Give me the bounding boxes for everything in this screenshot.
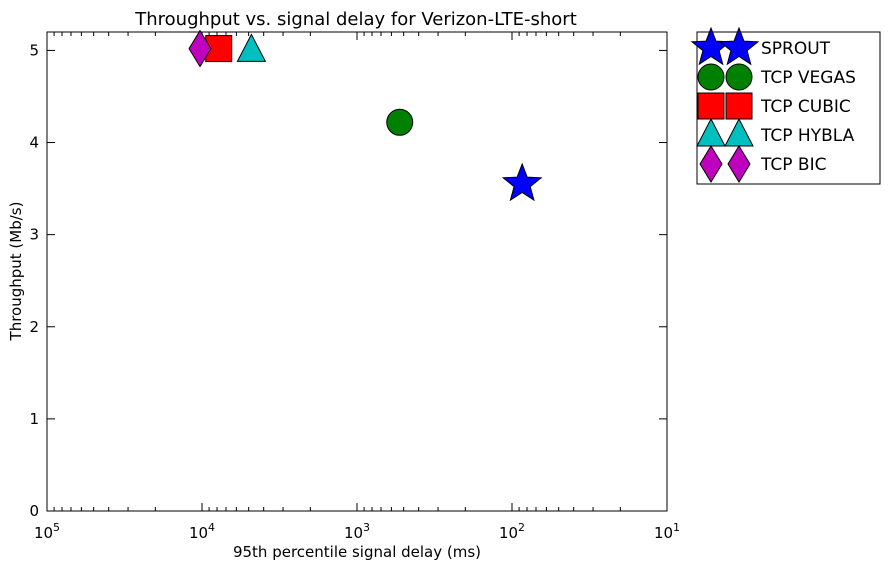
legend-label: TCP CUBIC bbox=[760, 97, 851, 117]
minor-ticks bbox=[53, 32, 621, 511]
y-tick-label: 1 bbox=[29, 410, 39, 428]
marker-star bbox=[501, 162, 543, 202]
x-tick-label: 104 bbox=[189, 521, 215, 542]
x-tick-label: 101 bbox=[654, 521, 680, 542]
x-tick-label: 102 bbox=[499, 521, 525, 542]
legend-marker-diamond bbox=[727, 145, 751, 183]
y-tick-label: 2 bbox=[29, 318, 39, 336]
x-tick-label: 103 bbox=[344, 521, 370, 542]
y-tick-label: 4 bbox=[29, 134, 39, 152]
legend-marker-diamond bbox=[699, 145, 723, 183]
plot-area bbox=[46, 31, 668, 512]
data-markers bbox=[188, 29, 543, 202]
y-tick-label: 3 bbox=[29, 226, 39, 244]
x-tick-label: 105 bbox=[34, 521, 60, 542]
x-axis-label: 95th percentile signal delay (ms) bbox=[233, 543, 481, 561]
x-axis-ticks: 105 104 103 102 101 bbox=[34, 32, 680, 542]
legend-label: SPROUT bbox=[761, 39, 831, 59]
legend-marker-circle bbox=[725, 63, 753, 91]
legend-marker-square bbox=[697, 92, 725, 120]
y-tick-label: 0 bbox=[29, 502, 39, 520]
legend-marker-star bbox=[718, 26, 760, 66]
y-axis-label: Throughput (Mb/s) bbox=[7, 202, 25, 342]
legend-label: TCP HYBLA bbox=[760, 126, 855, 146]
marker-circle bbox=[386, 108, 414, 136]
legend-label: TCP BIC bbox=[760, 155, 826, 175]
y-axis-ticks: 0 1 2 3 4 5 bbox=[29, 41, 667, 520]
legend-marker-square bbox=[725, 92, 753, 120]
legend-marker-circle bbox=[697, 63, 725, 91]
legend-label: TCP VEGAS bbox=[760, 68, 856, 88]
marker-triangle bbox=[236, 33, 267, 62]
y-tick-label: 5 bbox=[29, 41, 39, 59]
marker-diamond bbox=[188, 29, 212, 68]
legend: SPROUT TCP VEGAS TCP CUBIC TCP HYBLA TCP BIC bbox=[690, 26, 881, 185]
chart-title: Throughput vs. signal delay for Verizon-… bbox=[134, 9, 577, 30]
